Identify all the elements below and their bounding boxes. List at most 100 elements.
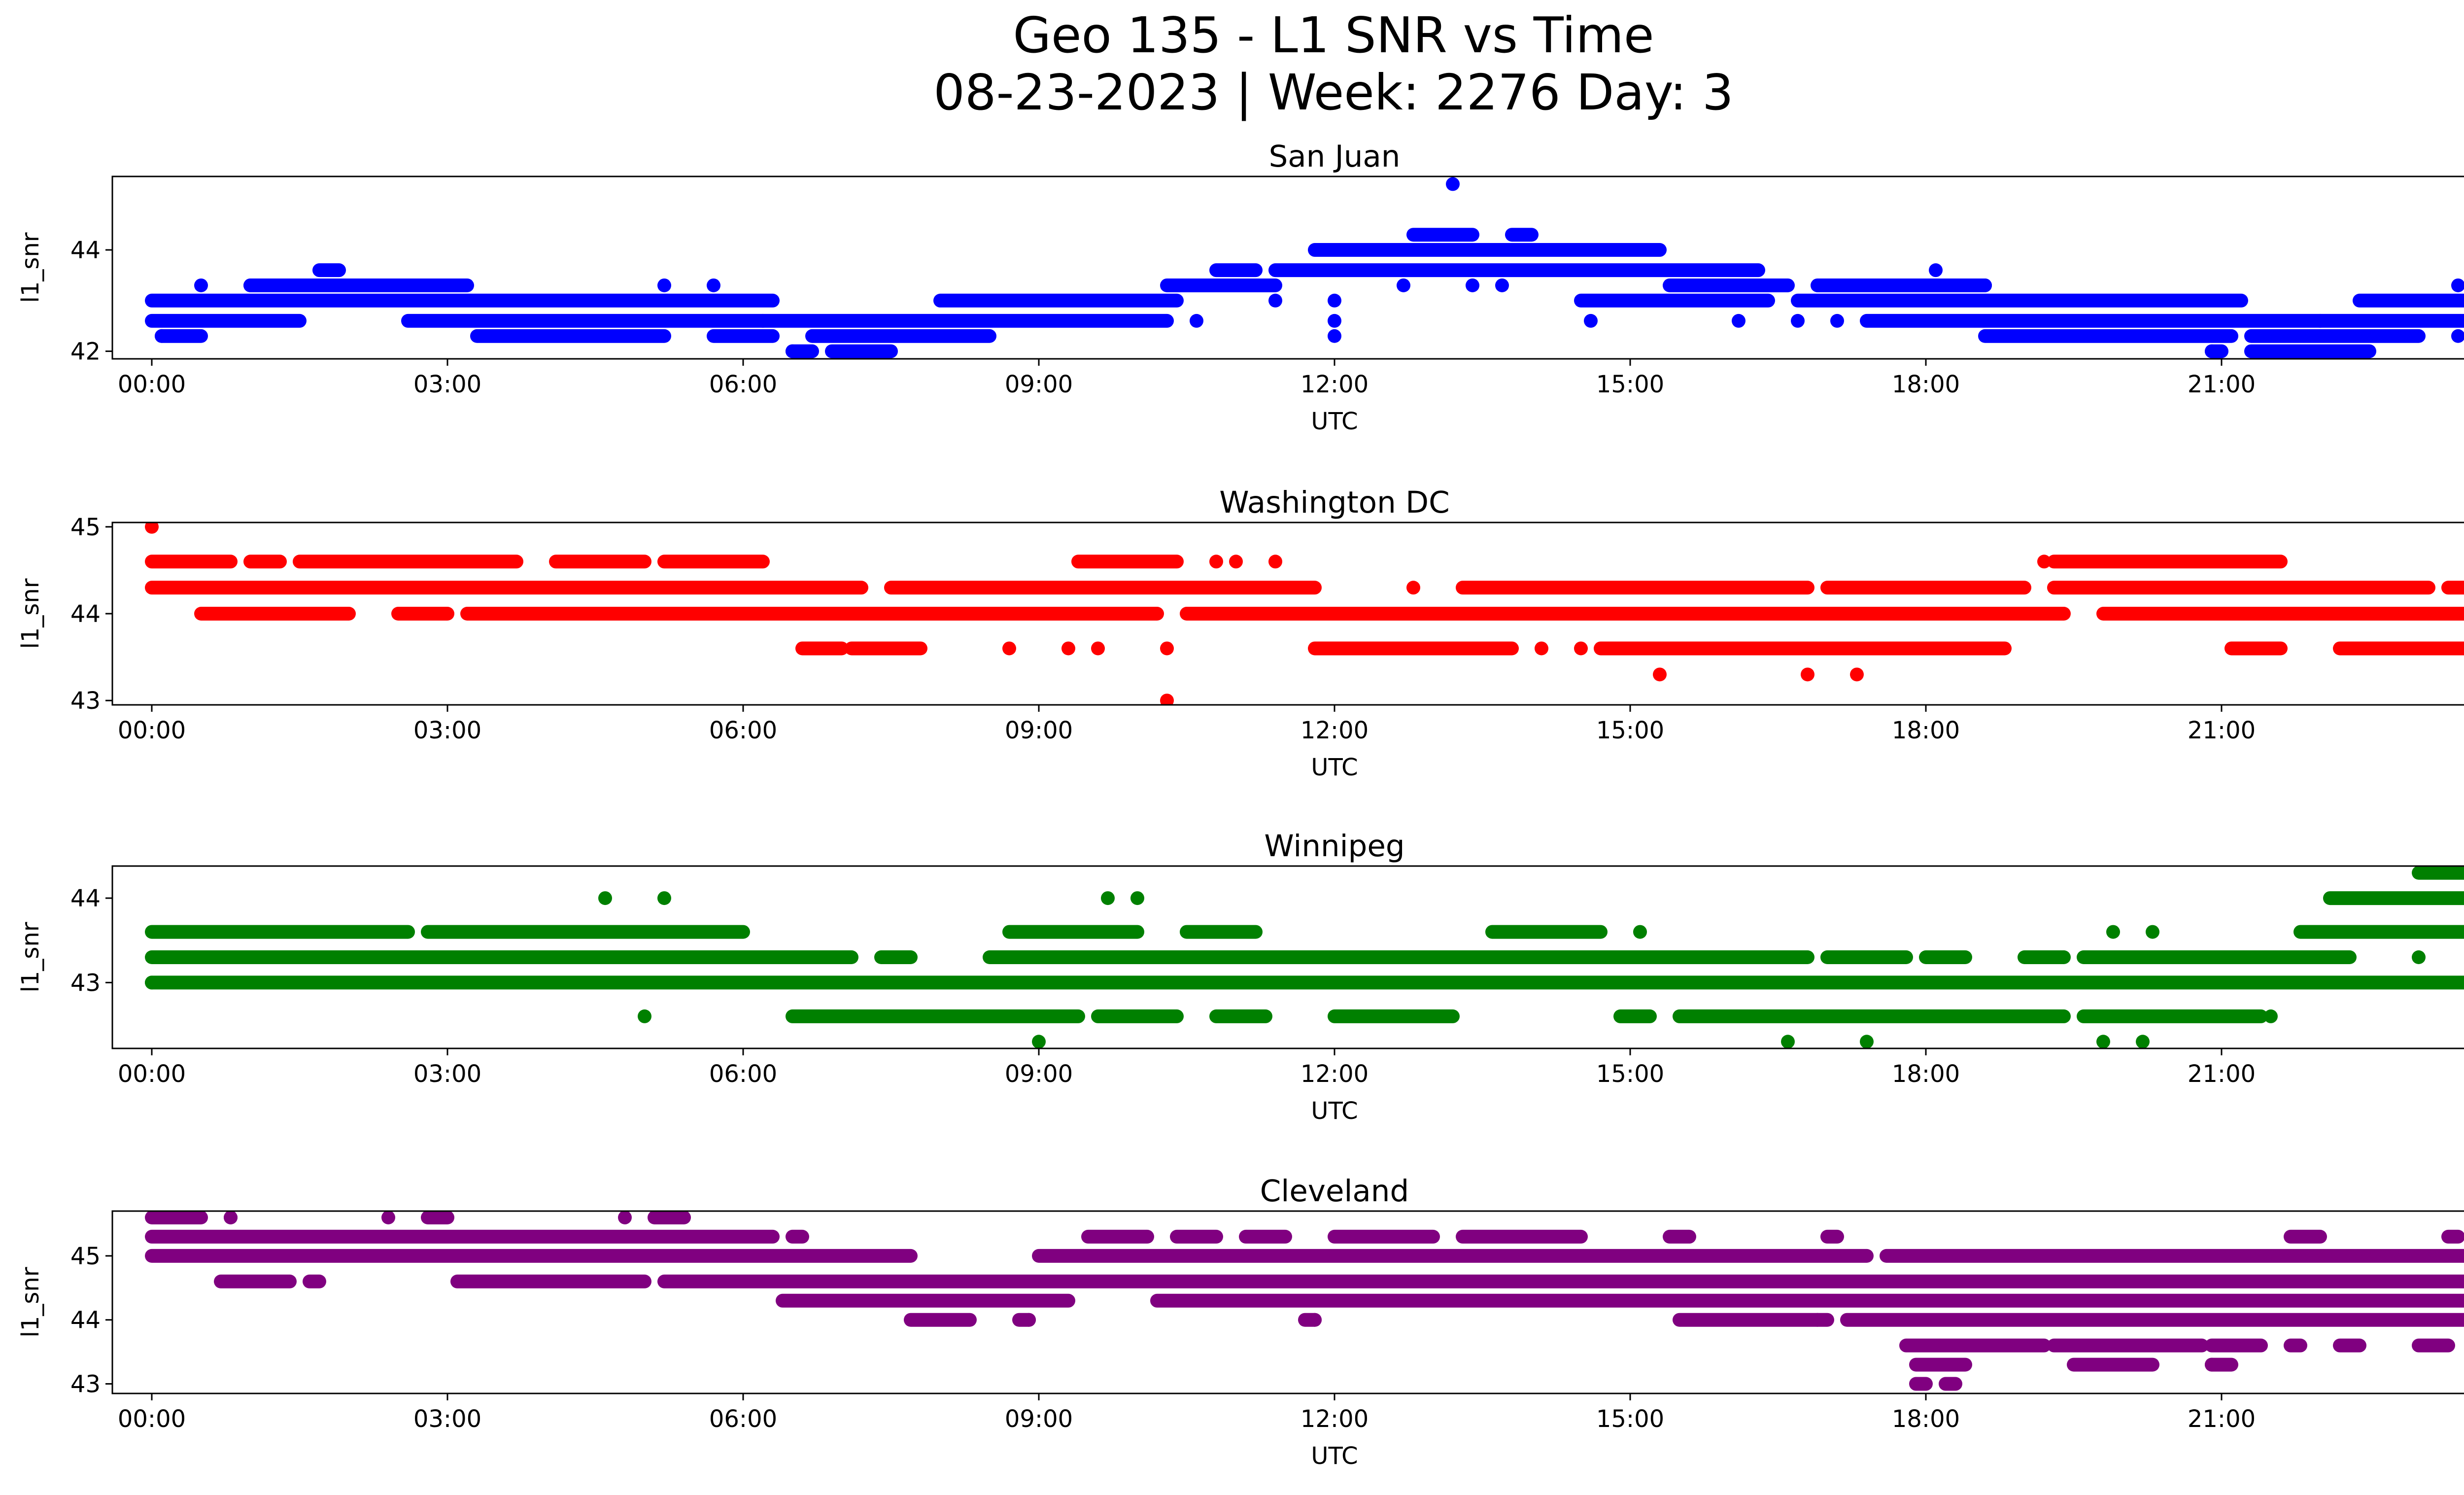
y-tick-label: 44 (70, 237, 101, 264)
x-tick-label: 09:00 (1005, 371, 1073, 398)
data-point-run (805, 329, 996, 343)
data-point-run (1663, 278, 1795, 292)
data-point (224, 1211, 238, 1224)
data-point (1584, 313, 1598, 328)
x-axis-label: UTC (1311, 1442, 1358, 1470)
x-tick-label: 09:00 (1005, 1405, 1073, 1433)
data-point-run (1091, 1009, 1184, 1023)
x-axis-label: UTC (1311, 754, 1358, 781)
data-point (1061, 641, 1075, 656)
data-point (1653, 667, 1667, 682)
data-point-run (707, 329, 780, 343)
data-point-run (648, 1211, 691, 1224)
data-point (194, 278, 208, 292)
panel-winnipeg: Winnipeg 00:00 03:00 06:00 09:00 12:00 15:00 18… (17, 829, 2464, 1125)
data-point-run (243, 555, 287, 569)
data-point-run (1081, 1229, 1154, 1244)
data-point (657, 891, 671, 905)
data-point (145, 975, 159, 990)
data-point-run (470, 329, 671, 343)
data-point-run (657, 555, 770, 569)
data-point (598, 891, 612, 905)
data-point-run (825, 344, 898, 358)
data-point-run (312, 263, 346, 278)
x-tick-label: 21:00 (2188, 371, 2256, 398)
x-tick-label: 12:00 (1300, 1405, 1369, 1433)
x-tick-label: 12:00 (1300, 1060, 1369, 1088)
data-point (1160, 694, 1174, 705)
data-point-run (2205, 1338, 2268, 1353)
panel-title: Washington DC (1219, 485, 1449, 520)
x-tick-label: 21:00 (2188, 1405, 2256, 1433)
data-point-run (243, 278, 474, 292)
x-tick-label: 00:00 (118, 371, 186, 398)
data-point-run (2284, 1338, 2307, 1353)
y-tick-label: 44 (70, 600, 101, 628)
x-tick-label: 15:00 (1596, 1405, 1664, 1433)
data-point (1850, 667, 1864, 682)
data-point-run (2047, 581, 2435, 595)
data-point-run (391, 607, 454, 621)
data-point (1002, 641, 1016, 656)
data-point (2116, 950, 2130, 964)
data-point (1830, 313, 1844, 328)
data-points (145, 1211, 2464, 1391)
panel-title: San Juan (1269, 139, 1401, 174)
x-tick-label: 03:00 (413, 371, 481, 398)
x-tick-label: 15:00 (1596, 717, 1664, 744)
data-point (2412, 950, 2426, 964)
data-point (1466, 278, 1479, 292)
x-tick-label: 21:00 (2188, 717, 2256, 744)
data-point-run (145, 925, 415, 939)
x-tick-label: 00:00 (118, 1060, 186, 1088)
panel-title: Winnipeg (1264, 829, 1404, 864)
data-point-run (1673, 1009, 2071, 1023)
data-point (1160, 641, 1174, 656)
data-point (1535, 641, 1548, 656)
data-point-run (1574, 293, 1775, 308)
data-points (145, 866, 2464, 1048)
data-point-run (145, 975, 2464, 990)
data-point (243, 278, 257, 292)
data-point-run (1180, 925, 1263, 939)
data-point-run (1268, 263, 1765, 278)
x-axis-label: UTC (1311, 1097, 1358, 1125)
x-tick-label: 15:00 (1596, 371, 1664, 398)
data-point (1406, 581, 1420, 595)
data-point (1574, 641, 1588, 656)
data-point-run (1820, 1229, 1844, 1244)
data-point-run (786, 1009, 1085, 1023)
data-points (145, 177, 2464, 358)
data-point (2264, 1009, 2278, 1023)
x-tick-label: 03:00 (413, 717, 481, 744)
data-point (1229, 555, 1243, 569)
data-point-run (756, 313, 1174, 328)
data-point-run (1002, 925, 1144, 939)
data-point-run (1150, 1293, 2464, 1308)
data-point (1860, 1035, 1874, 1048)
data-point-run (145, 293, 780, 308)
x-tick-label: 12:00 (1300, 371, 1369, 398)
data-point (2205, 1357, 2219, 1372)
x-tick-label: 06:00 (709, 1405, 777, 1433)
x-tick-label: 21:00 (2188, 1060, 2256, 1088)
data-point (2136, 1035, 2150, 1048)
data-point-run (2333, 1338, 2366, 1353)
data-point-run (293, 555, 523, 569)
data-point-run (1880, 1249, 2464, 1263)
data-point-run (1160, 278, 1282, 292)
data-point-run (1840, 1313, 2464, 1327)
x-tick-label: 06:00 (709, 371, 777, 398)
x-tick-label: 12:00 (1300, 717, 1369, 744)
data-point-run (2096, 607, 2464, 621)
data-point-run (1939, 1377, 1962, 1391)
data-point-run (2412, 1338, 2455, 1353)
y-tick-label: 43 (70, 687, 101, 715)
data-point (1328, 329, 1341, 343)
data-point-run (1180, 607, 2071, 621)
data-point-run (776, 1293, 1075, 1308)
data-point-run (1811, 278, 1992, 292)
data-point (1929, 263, 1943, 278)
